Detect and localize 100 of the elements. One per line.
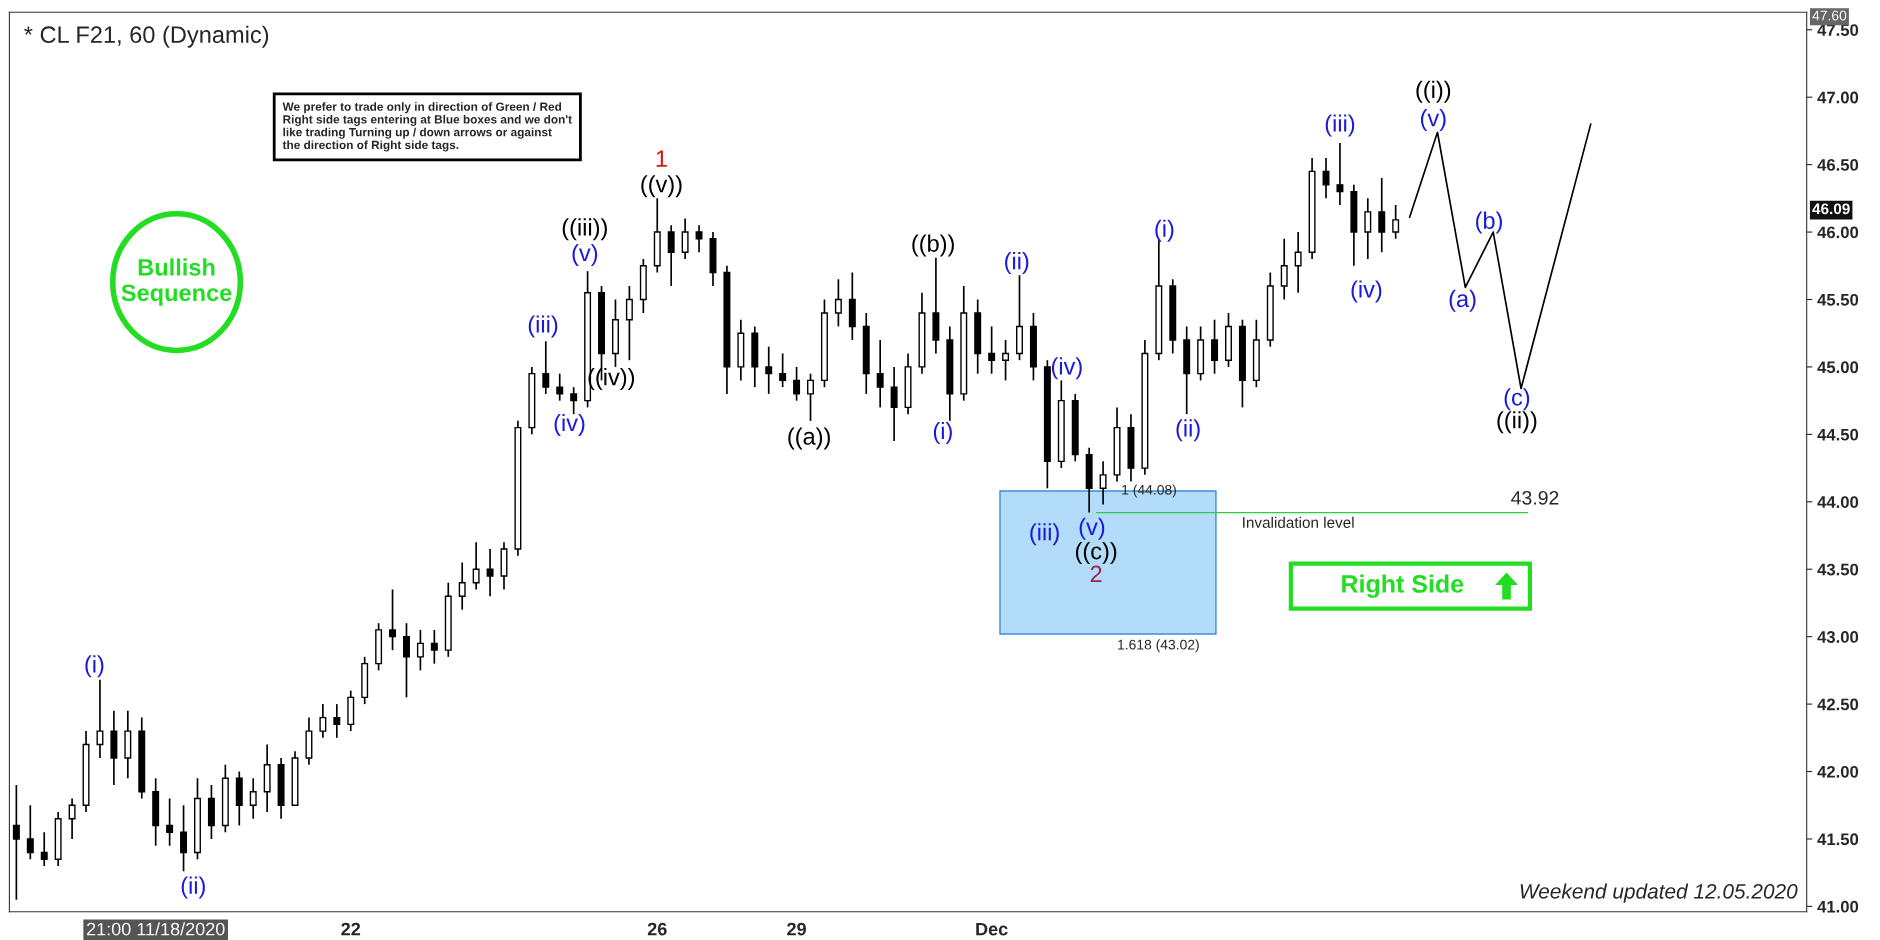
candlestick [862, 312, 870, 395]
ref-line-label: Invalidation level [1243, 516, 1354, 528]
candlestick [110, 710, 118, 786]
annotation: (ii) [1005, 252, 1029, 275]
candlestick [1127, 413, 1135, 483]
annotation: (iv) [1351, 280, 1382, 303]
y-tick-label: 44.00 [1817, 496, 1859, 508]
candlestick [639, 258, 647, 314]
candlestick [1113, 406, 1121, 483]
text: 46.09 [1812, 203, 1850, 215]
candlestick [319, 703, 327, 739]
candlestick [305, 716, 313, 766]
candlestick [68, 797, 76, 840]
candlestick [444, 581, 452, 658]
x-tick-label: 22 [341, 922, 361, 936]
candlestick [737, 318, 745, 382]
y-tick-label: 46.00 [1817, 226, 1859, 239]
annotation: ((c)) [1075, 542, 1117, 565]
candlestick [556, 372, 564, 402]
candlestick [124, 710, 132, 780]
annotation: (iii) [528, 315, 558, 338]
candlestick [528, 366, 536, 436]
candlestick [765, 345, 773, 395]
candlestick [514, 420, 522, 557]
candlestick [1266, 271, 1274, 348]
candlestick [152, 777, 160, 847]
annotation: (ii) [181, 876, 205, 899]
candlestick [751, 325, 759, 388]
annotation: (ii) [1176, 419, 1200, 442]
candlestick [180, 804, 188, 873]
candlestick [1336, 142, 1344, 206]
candlestick [653, 197, 661, 274]
candlestick [1392, 204, 1400, 240]
candlestick [138, 716, 146, 800]
annotation: 1.618 (43.02) [1118, 639, 1199, 653]
annotation: ((v)) [641, 175, 682, 198]
candlestick [1308, 157, 1316, 260]
candlestick [918, 291, 926, 375]
y-tick-label: 44.50 [1817, 428, 1859, 441]
candlestick [54, 811, 62, 867]
annotation: (i) [933, 422, 952, 445]
candlestick [472, 541, 480, 591]
candlestick [1294, 231, 1302, 294]
y-tick-label: 45.50 [1817, 293, 1859, 306]
candlestick [1280, 237, 1288, 301]
annotation: ((i)) [1416, 80, 1451, 103]
annotation: ((b)) [912, 234, 954, 257]
text: 47.60 [1812, 10, 1847, 21]
y-tick-label: 46.50 [1817, 159, 1859, 171]
candlestick [12, 784, 20, 901]
annotation: (a) [1449, 289, 1476, 312]
candlestick [361, 656, 369, 705]
x-tick-label: 29 [787, 922, 806, 936]
candlestick [1099, 460, 1107, 506]
annotation: ((iii)) [562, 218, 607, 241]
candlestick [347, 689, 355, 732]
text: * CL F21, 60 (Dynamic) [24, 25, 269, 48]
candlestick [277, 757, 285, 820]
candlestick [848, 271, 856, 341]
candlestick [974, 298, 982, 375]
y-tick-label: 43.00 [1817, 631, 1859, 643]
candlestick [1141, 339, 1149, 476]
annotation: Bullish Sequence [121, 258, 232, 306]
candlestick [960, 285, 968, 402]
annotation: Weekend updated 12.05.2020 [1520, 883, 1798, 903]
candlestick [1085, 447, 1093, 514]
annotation: (iii) [1030, 523, 1059, 546]
annotation: ((a)) [788, 427, 830, 450]
candlestick [1057, 379, 1065, 469]
annotation: (c) [1504, 388, 1530, 411]
annotation: (v) [1079, 517, 1105, 540]
candlestick [1378, 177, 1386, 254]
x-tick-label: 21:00 11/18/2020 [86, 922, 225, 936]
candlestick [26, 804, 34, 861]
annotation: (i) [85, 655, 104, 678]
annotation: (iii) [1325, 114, 1355, 137]
candlestick [542, 340, 550, 395]
candlestick [235, 770, 243, 827]
candlestick [904, 352, 912, 415]
y-tick-label: 42.00 [1817, 765, 1859, 778]
candlestick [1364, 197, 1372, 260]
candlestick [1071, 393, 1079, 463]
annotation: (iv) [554, 413, 585, 436]
candlestick [890, 366, 898, 442]
y-tick-label: 45.00 [1817, 361, 1859, 374]
annotation: Right Side [1342, 574, 1464, 598]
candlestick [932, 256, 940, 355]
candlestick [723, 264, 731, 395]
candlestick [96, 678, 104, 759]
annotation: (i) [1155, 219, 1174, 242]
annotation: (v) [1420, 109, 1446, 132]
candlestick [333, 703, 341, 739]
y-tick-label: 43.50 [1817, 563, 1859, 576]
candlestick [458, 561, 466, 611]
candlestick [1169, 278, 1177, 355]
candlestick [681, 217, 689, 260]
y-tick-label: 47.00 [1817, 91, 1859, 104]
candlestick [667, 224, 675, 287]
candlestick [82, 730, 90, 813]
candlestick [876, 339, 884, 409]
